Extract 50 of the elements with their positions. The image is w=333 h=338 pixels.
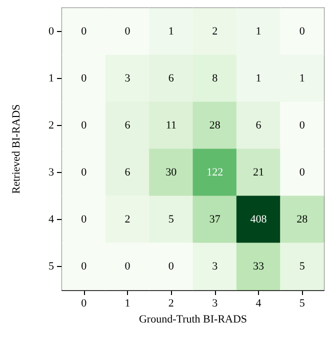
data-label: 11 [166, 120, 176, 132]
data-label: 28 [209, 120, 221, 132]
data-label: 6 [124, 120, 131, 132]
data-label: 0 [299, 26, 306, 38]
data-label: 2 [124, 214, 130, 226]
data-label: 0 [81, 120, 88, 132]
x-tick-label: 5 [299, 298, 306, 310]
data-label: 0 [299, 166, 306, 178]
data-label: 0 [124, 260, 131, 272]
y-tick-label: 0 [48, 26, 54, 38]
data-label: 0 [81, 260, 88, 272]
y-axis-title: Retrieved BI-RADS [10, 104, 22, 194]
data-label: 30 [166, 166, 178, 178]
data-label: 2 [212, 26, 218, 38]
data-label: 0 [168, 260, 174, 272]
x-tick-label: 3 [212, 298, 218, 310]
data-label: 1 [168, 26, 174, 38]
data-label: 8 [212, 72, 218, 84]
data-label: 3 [124, 72, 131, 84]
y-tick-label: 4 [48, 214, 54, 226]
data-label: 0 [81, 166, 88, 178]
data-label: 5 [168, 214, 174, 226]
data-label: 1 [256, 26, 262, 38]
data-label: 1 [299, 72, 305, 84]
data-label: 21 [253, 166, 264, 178]
data-label: 0 [81, 72, 88, 84]
data-label: 1 [256, 72, 262, 84]
data-label: 408 [250, 214, 268, 226]
data-label: 6 [256, 120, 262, 132]
data-label: 0 [81, 26, 88, 38]
data-label: 122 [206, 166, 224, 178]
data-label: 3 [212, 260, 218, 272]
data-label: 28 [296, 214, 308, 226]
data-label: 0 [299, 120, 306, 132]
x-tick-label: 2 [168, 298, 174, 310]
x-tick-label: 1 [124, 298, 130, 310]
y-tick-label: 3 [48, 166, 54, 178]
data-label: 0 [124, 26, 131, 38]
data-label: 0 [81, 214, 88, 226]
y-tick-label: 2 [48, 120, 54, 132]
y-tick-label: 1 [48, 72, 54, 84]
y-tick-label: 5 [48, 260, 54, 272]
data-label: 37 [209, 214, 221, 226]
data-label: 6 [168, 72, 174, 84]
data-label: 5 [299, 260, 306, 272]
data-label: 33 [253, 260, 264, 272]
data-label: 6 [124, 166, 131, 178]
x-axis-title: Ground-Truth BI-RADS [138, 314, 248, 326]
x-tick-label: 4 [256, 298, 262, 310]
x-tick-label: 0 [81, 298, 88, 310]
